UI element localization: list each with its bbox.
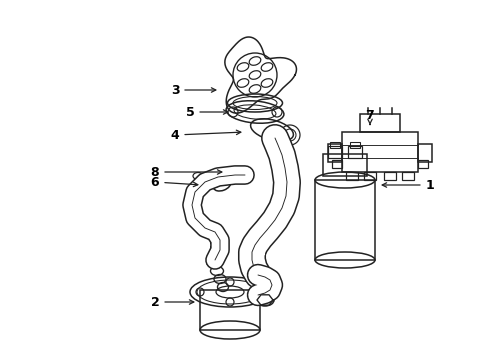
Bar	[360, 114, 400, 132]
Text: 7: 7	[366, 108, 374, 124]
Bar	[402, 172, 414, 180]
Bar	[348, 146, 362, 158]
Bar	[418, 144, 432, 162]
Text: 8: 8	[151, 166, 222, 179]
Text: 5: 5	[186, 105, 228, 118]
Text: 2: 2	[150, 296, 194, 309]
Text: 1: 1	[382, 179, 434, 192]
Bar	[342, 132, 418, 172]
Text: 4: 4	[171, 129, 241, 141]
Bar	[315, 180, 375, 260]
Bar	[323, 154, 367, 176]
Text: 6: 6	[151, 176, 198, 189]
Bar	[346, 172, 358, 180]
Bar	[418, 160, 428, 168]
Bar	[330, 142, 340, 148]
Bar	[328, 146, 342, 158]
Bar	[328, 144, 342, 162]
Bar	[364, 172, 376, 180]
Text: 3: 3	[171, 84, 216, 96]
Bar	[350, 142, 360, 148]
Bar	[384, 172, 396, 180]
Bar	[200, 290, 260, 330]
Bar	[332, 160, 342, 168]
